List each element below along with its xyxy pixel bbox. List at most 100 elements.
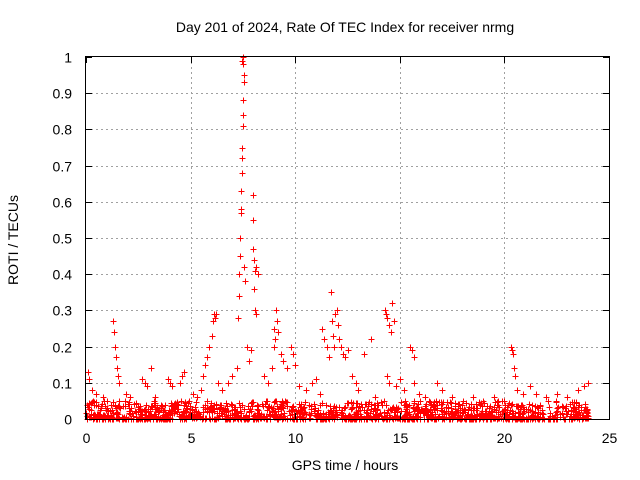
data-point — [411, 380, 418, 387]
data-point — [363, 409, 370, 416]
data-point — [146, 413, 153, 420]
data-point — [204, 398, 211, 405]
data-point — [342, 404, 349, 411]
data-point — [157, 415, 164, 422]
data-point — [239, 170, 246, 177]
data-point — [530, 412, 537, 419]
data-point — [103, 407, 110, 414]
data-point — [422, 394, 429, 401]
data-point — [93, 391, 100, 398]
data-point — [559, 410, 566, 417]
data-point — [266, 411, 273, 418]
data-point — [183, 403, 190, 410]
data-point — [391, 318, 398, 325]
data-point — [491, 394, 498, 401]
data-point — [246, 358, 253, 365]
data-point — [402, 398, 409, 405]
data-point — [284, 365, 291, 372]
data-point — [116, 404, 123, 411]
data-point — [329, 318, 336, 325]
data-point — [241, 406, 248, 413]
data-point — [316, 413, 323, 420]
data-point — [345, 347, 352, 354]
data-point — [581, 383, 588, 390]
data-point — [384, 410, 391, 417]
data-point — [269, 365, 276, 372]
data-point — [549, 413, 556, 420]
data-point — [158, 405, 165, 412]
data-point — [567, 401, 574, 408]
data-point — [424, 412, 431, 419]
data-point — [323, 402, 330, 409]
data-point — [368, 401, 375, 408]
data-point — [341, 415, 348, 422]
data-point — [335, 322, 342, 329]
data-point — [242, 278, 249, 285]
data-point — [222, 406, 229, 413]
data-point — [383, 311, 390, 318]
data-point — [462, 407, 469, 414]
data-point — [191, 415, 198, 422]
data-point — [213, 311, 220, 318]
data-point — [398, 408, 405, 415]
data-point — [501, 407, 508, 414]
data-point — [347, 413, 354, 420]
data-point — [243, 413, 250, 420]
data-point — [364, 410, 371, 417]
data-point — [336, 404, 343, 411]
data-point — [211, 405, 218, 412]
data-point — [149, 403, 156, 410]
data-point — [133, 401, 140, 408]
data-point — [115, 373, 122, 380]
data-point — [361, 351, 368, 358]
data-point — [575, 387, 582, 394]
data-point — [168, 400, 175, 407]
data-point — [464, 412, 471, 419]
data-point — [306, 402, 313, 409]
data-point — [328, 408, 335, 415]
data-point — [415, 408, 422, 415]
data-point — [520, 391, 527, 398]
data-point — [251, 286, 258, 293]
data-point — [401, 413, 408, 420]
data-point — [414, 407, 421, 414]
data-point — [404, 403, 411, 410]
data-point — [139, 408, 146, 415]
data-point — [353, 380, 360, 387]
data-point — [317, 402, 324, 409]
data-point — [384, 373, 391, 380]
data-point — [324, 344, 331, 351]
data-point — [126, 408, 133, 415]
data-point — [193, 399, 200, 406]
data-point — [572, 413, 579, 420]
data-point — [192, 404, 199, 411]
data-point — [152, 400, 159, 407]
data-point — [274, 403, 281, 410]
y-tick-label: 0.5 — [53, 231, 73, 247]
x-tick-label: 5 — [188, 430, 196, 446]
y-tick-label: 0.4 — [53, 267, 73, 283]
data-point — [509, 401, 516, 408]
data-point — [251, 257, 258, 264]
data-point — [543, 394, 550, 401]
data-point — [145, 406, 152, 413]
y-tick-label: 1 — [64, 50, 72, 66]
grid-lines — [86, 57, 609, 419]
data-point — [116, 380, 123, 387]
data-point — [386, 322, 393, 329]
data-point — [241, 72, 248, 79]
data-point — [479, 408, 486, 415]
data-point — [253, 311, 260, 318]
data-point — [198, 387, 205, 394]
data-point — [517, 406, 524, 413]
data-point — [393, 383, 400, 390]
data-point — [330, 333, 337, 340]
data-point — [240, 54, 247, 61]
data-point — [389, 300, 396, 307]
data-point — [320, 410, 327, 417]
data-point — [448, 400, 455, 407]
data-point — [427, 407, 434, 414]
data-point — [289, 404, 296, 411]
data-point — [116, 398, 123, 405]
data-point — [89, 387, 96, 394]
